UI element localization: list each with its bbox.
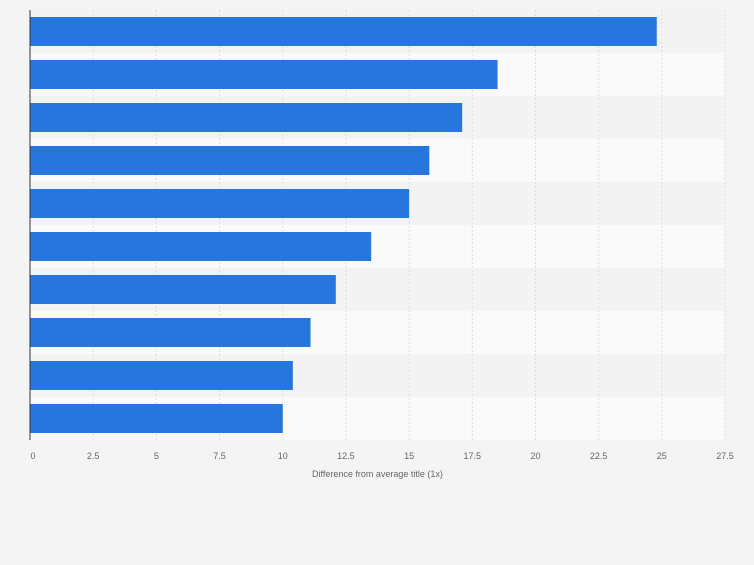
x-tick-label: 22.5 — [590, 451, 608, 461]
x-tick-label: 20 — [530, 451, 540, 461]
x-tick-label: 17.5 — [464, 451, 482, 461]
bar[interactable] — [30, 232, 372, 261]
x-tick-label: 2.5 — [87, 451, 100, 461]
x-tick-label: 7.5 — [213, 451, 226, 461]
bar[interactable] — [30, 60, 498, 89]
bar[interactable] — [30, 404, 283, 433]
x-tick-label: 27.5 — [716, 451, 734, 461]
x-axis-title: Difference from average title (1x) — [312, 469, 443, 479]
bar[interactable] — [30, 146, 430, 175]
x-tick-label: 15 — [404, 451, 414, 461]
bar[interactable] — [30, 103, 463, 132]
x-tick-label: 0 — [30, 451, 35, 461]
bars — [30, 17, 657, 433]
x-tick-label: 10 — [278, 451, 288, 461]
bar[interactable] — [30, 361, 293, 390]
bar[interactable] — [30, 189, 410, 218]
bar[interactable] — [30, 275, 336, 304]
bar[interactable] — [30, 318, 311, 347]
x-tick-label: 5 — [154, 451, 159, 461]
bar[interactable] — [30, 17, 657, 46]
x-tick-label: 12.5 — [337, 451, 355, 461]
x-axis-tick-labels: 0 2.5 5 7.5 10 12.5 15 17.5 20 22.5 25 27.5 — [30, 451, 733, 461]
x-tick-label: 25 — [657, 451, 667, 461]
